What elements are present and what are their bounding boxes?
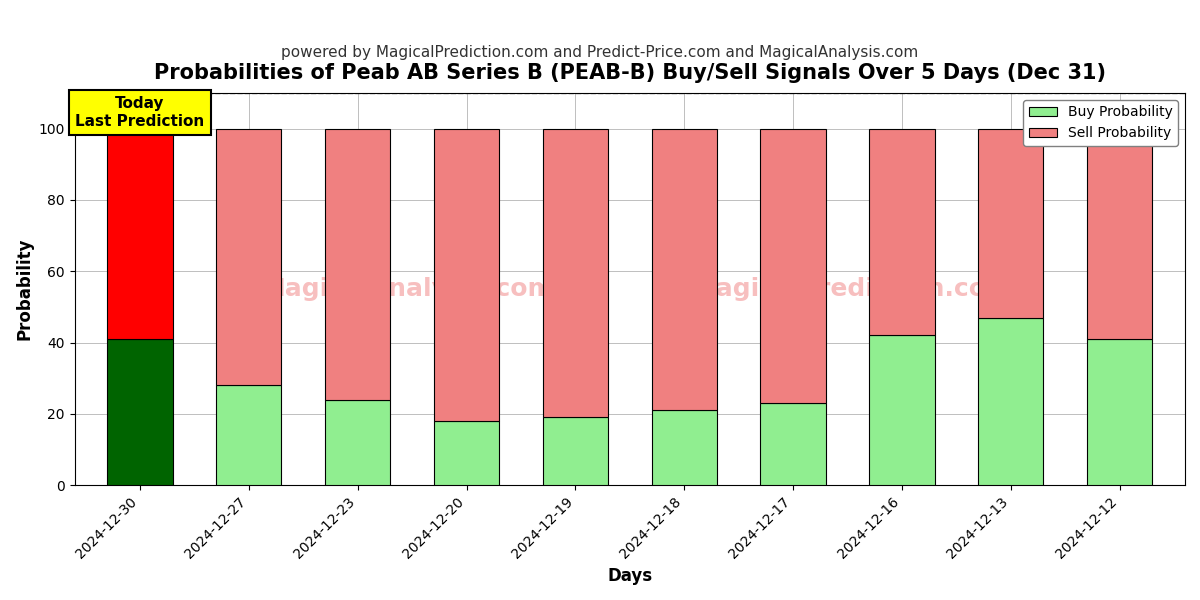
Y-axis label: Probability: Probability	[16, 238, 34, 340]
Title: Probabilities of Peab AB Series B (PEAB-B) Buy/Sell Signals Over 5 Days (Dec 31): Probabilities of Peab AB Series B (PEAB-…	[154, 63, 1106, 83]
Bar	[107, 128, 173, 339]
Bar	[542, 418, 608, 485]
Text: powered by MagicalPrediction.com and Predict-Price.com and MagicalAnalysis.com: powered by MagicalPrediction.com and Pre…	[281, 45, 919, 60]
Bar	[761, 403, 826, 485]
Bar	[978, 317, 1044, 485]
Text: MagicalPrediction.com: MagicalPrediction.com	[691, 277, 1013, 301]
Legend: Buy Probability, Sell Probability: Buy Probability, Sell Probability	[1024, 100, 1178, 146]
X-axis label: Days: Days	[607, 567, 653, 585]
Bar	[978, 128, 1044, 317]
Bar	[761, 128, 826, 403]
Bar	[325, 400, 390, 485]
Text: MagicalAnalysis.com: MagicalAnalysis.com	[260, 277, 554, 301]
Text: Today
Last Prediction: Today Last Prediction	[76, 97, 204, 129]
Bar	[216, 385, 282, 485]
Bar	[869, 335, 935, 485]
Bar	[434, 128, 499, 421]
Bar	[869, 128, 935, 335]
Bar	[216, 128, 282, 385]
Bar	[1087, 339, 1152, 485]
Bar	[542, 128, 608, 418]
Bar	[434, 421, 499, 485]
Bar	[652, 128, 716, 410]
Bar	[652, 410, 716, 485]
Bar	[1087, 128, 1152, 339]
Bar	[107, 339, 173, 485]
Bar	[325, 128, 390, 400]
